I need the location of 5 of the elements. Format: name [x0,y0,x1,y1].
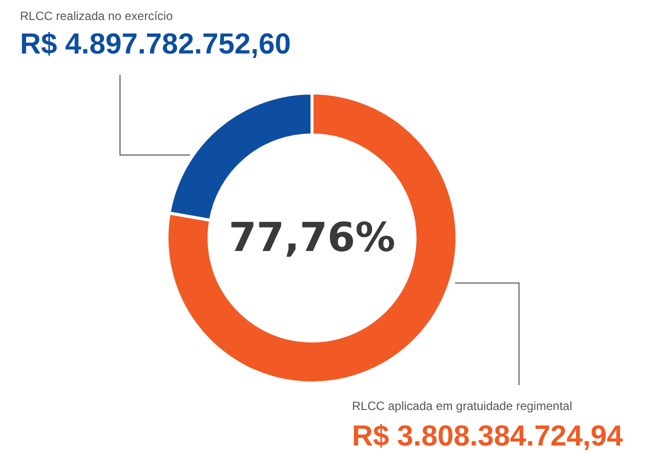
data-label: R$ 3.808.384.724,94 [352,420,623,452]
slice-label: RLCC aplicada em gratuidade regimental [352,399,572,413]
slice-label: RLCC realizada no exercício [20,9,174,23]
text: 77,76% [228,215,396,261]
data-label: R$ 4.897.782.752,60 [20,28,291,60]
